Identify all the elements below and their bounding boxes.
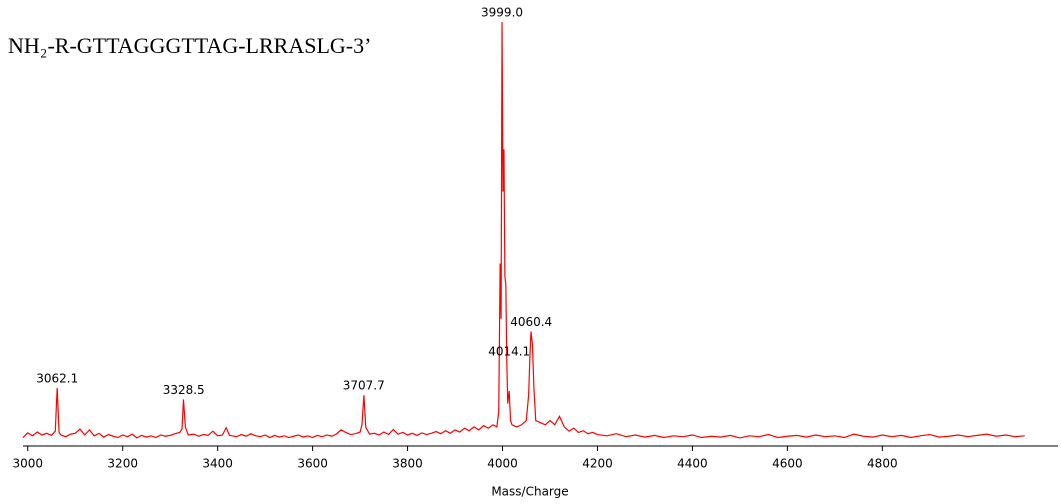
chart-title: NH₂-R-GTTAGGGTTAG-LRRASLG-3’ [8, 33, 371, 58]
peak-label: 3707.7 [343, 379, 385, 393]
x-tick-label: 3000 [12, 457, 43, 471]
x-tick-label: 4000 [487, 457, 518, 471]
x-axis-label: Mass/Charge [491, 485, 568, 499]
x-tick-label: 4600 [772, 457, 803, 471]
peak-label: 4014.1 [488, 345, 530, 359]
x-tick-label: 3600 [297, 457, 328, 471]
x-tick-label: 3200 [107, 457, 138, 471]
peak-label: 3062.1 [36, 371, 78, 385]
x-tick-label: 3800 [392, 457, 423, 471]
peak-label: 3328.5 [163, 383, 205, 397]
x-tick-label: 4400 [677, 457, 708, 471]
peak-label: 3999.0 [481, 6, 523, 20]
spectrum-line [22, 21, 1025, 439]
x-tick-label: 4800 [867, 457, 898, 471]
x-tick-label: 3400 [202, 457, 233, 471]
peak-label: 4060.4 [510, 315, 552, 329]
x-tick-label: 4200 [582, 457, 613, 471]
